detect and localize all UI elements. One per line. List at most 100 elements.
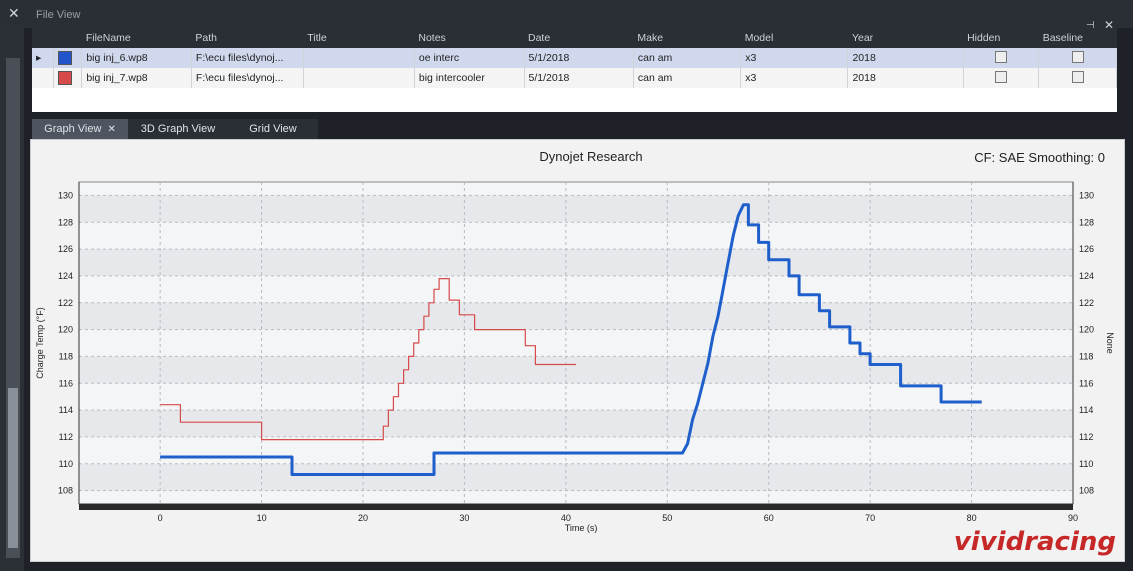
- tab-label: Graph View: [44, 123, 102, 135]
- row-indicator: [32, 68, 55, 88]
- y2-tick-label: 116: [1079, 378, 1093, 388]
- cell-model[interactable]: x3: [740, 48, 849, 68]
- x-tick-label: 70: [865, 513, 875, 523]
- y-tick-label: 112: [59, 432, 73, 442]
- cell-year[interactable]: 2018: [847, 68, 964, 88]
- col-model[interactable]: Model: [740, 28, 848, 48]
- row-indicator: ▸: [32, 48, 55, 68]
- pin-icon[interactable]: ⊣: [1086, 20, 1095, 31]
- col-notes[interactable]: Notes: [414, 28, 524, 48]
- grid-band: [79, 249, 1073, 276]
- col-make[interactable]: Make: [633, 28, 741, 48]
- grid-band: [79, 302, 1073, 330]
- color-swatch[interactable]: [58, 51, 73, 65]
- file-table: FileName Path Title Notes Date Make Mode…: [32, 28, 1117, 88]
- hidden-checkbox-cell[interactable]: [963, 68, 1040, 88]
- col-path[interactable]: Path: [191, 28, 304, 48]
- cell-title[interactable]: [303, 48, 415, 68]
- table-header-row: FileName Path Title Notes Date Make Mode…: [32, 28, 1117, 48]
- cell-make[interactable]: can am: [633, 48, 742, 68]
- table-row[interactable]: ▸ big inj_6.wp8 F:\ecu files\dynoj... oe…: [32, 48, 1117, 68]
- col-title[interactable]: Title: [303, 28, 415, 48]
- y2-tick-label: 112: [1079, 432, 1093, 442]
- tab-3d-graph-view[interactable]: 3D Graph View: [140, 123, 216, 135]
- y-tick-label: 110: [59, 459, 73, 469]
- chart-title: Dynojet Research: [539, 149, 642, 164]
- grid-band: [79, 356, 1073, 384]
- close-icon[interactable]: ✕: [1104, 18, 1115, 32]
- close-icon[interactable]: ✕: [107, 124, 116, 135]
- y-tick-label: 114: [59, 405, 73, 415]
- row-indicator-header: [32, 28, 54, 48]
- file-table-panel: FileName Path Title Notes Date Make Mode…: [32, 28, 1117, 112]
- baseline-checkbox[interactable]: [1071, 70, 1084, 83]
- y2-tick-label: 118: [1079, 351, 1093, 361]
- hidden-checkbox[interactable]: [994, 70, 1007, 83]
- grid-band: [79, 410, 1073, 437]
- color-swatch-cell[interactable]: [53, 68, 83, 88]
- baseline-checkbox[interactable]: [1071, 50, 1084, 63]
- cell-year[interactable]: 2018: [847, 48, 964, 68]
- window-titlebar: ✕ File View ⊣ ✕: [0, 0, 1133, 32]
- y2-tick-label: 128: [1079, 217, 1094, 227]
- close-icon[interactable]: ✕: [8, 5, 20, 21]
- cell-filename[interactable]: big inj_7.wp8: [81, 68, 192, 88]
- cell-make[interactable]: can am: [633, 68, 742, 88]
- y2-tick-label: 124: [1079, 271, 1094, 281]
- cell-date[interactable]: 5/1/2018: [524, 68, 634, 88]
- y-tick-label: 116: [59, 378, 73, 388]
- cell-path[interactable]: F:\ecu files\dynoj...: [191, 68, 304, 88]
- hidden-checkbox-cell[interactable]: [963, 48, 1040, 68]
- y-tick-label: 128: [58, 217, 73, 227]
- x-tick-label: 30: [459, 513, 469, 523]
- col-filename[interactable]: FileName: [81, 28, 192, 48]
- y2-tick-label: 130: [1079, 190, 1094, 200]
- x-axis-label: Time (s): [565, 523, 598, 533]
- y2-tick-label: 122: [1079, 298, 1094, 308]
- x-tick-label: 40: [561, 513, 571, 523]
- cell-filename[interactable]: big inj_6.wp8: [81, 48, 192, 68]
- dyno-chart: 108 108 110 110 112 112 114 114 116 116 118 118 120 1…: [35, 149, 1116, 557]
- tab-graph-view[interactable]: Graph View ✕: [32, 119, 128, 139]
- brand-watermark: vividracing: [954, 527, 1116, 557]
- cell-notes[interactable]: big intercooler: [414, 68, 525, 88]
- color-swatch-cell[interactable]: [53, 48, 83, 68]
- cell-path[interactable]: F:\ecu files\dynoj...: [191, 48, 304, 68]
- left-scrollbar-panel: [0, 28, 24, 571]
- x-tick-strip: [79, 504, 1073, 510]
- baseline-checkbox-cell[interactable]: [1038, 48, 1117, 68]
- cell-title[interactable]: [303, 68, 415, 88]
- y-tick-label: 108: [58, 486, 73, 496]
- color-swatch[interactable]: [58, 71, 73, 85]
- cf-smoothing-label: CF: SAE Smoothing: 0: [974, 150, 1105, 165]
- color-header: [53, 28, 82, 48]
- cell-date[interactable]: 5/1/2018: [524, 48, 634, 68]
- y-tick-label: 120: [58, 325, 73, 335]
- x-tick-label: 20: [358, 513, 368, 523]
- col-year[interactable]: Year: [847, 28, 964, 48]
- vertical-scrollbar[interactable]: [6, 58, 20, 558]
- col-hidden[interactable]: Hidden: [963, 28, 1039, 48]
- y-tick-label: 118: [59, 351, 73, 361]
- window-title: File View: [36, 9, 81, 21]
- tab-grid-view[interactable]: Grid View: [249, 123, 297, 135]
- y2-axis-label: None: [1105, 332, 1115, 354]
- y-tick-label: 124: [58, 271, 73, 281]
- baseline-checkbox-cell[interactable]: [1038, 68, 1117, 88]
- hidden-checkbox[interactable]: [994, 50, 1007, 63]
- x-tick-label: 50: [662, 513, 672, 523]
- view-tabs: Graph View ✕ 3D Graph View Grid View: [32, 119, 318, 139]
- series-line-0: [160, 278, 576, 441]
- col-date[interactable]: Date: [524, 28, 634, 48]
- y2-tick-label: 114: [1079, 405, 1093, 415]
- col-baseline[interactable]: Baseline: [1038, 28, 1117, 48]
- cell-model[interactable]: x3: [740, 68, 849, 88]
- plot-area: [78, 181, 1074, 505]
- x-tick-label: 10: [257, 513, 267, 523]
- scrollbar-thumb[interactable]: [8, 388, 18, 548]
- x-tick-label: 80: [967, 513, 977, 523]
- cell-notes[interactable]: oe interc: [414, 48, 525, 68]
- y2-tick-label: 120: [1079, 325, 1094, 335]
- table-row[interactable]: big inj_7.wp8 F:\ecu files\dynoj... big …: [32, 68, 1117, 88]
- x-tick-label: 90: [1068, 513, 1078, 523]
